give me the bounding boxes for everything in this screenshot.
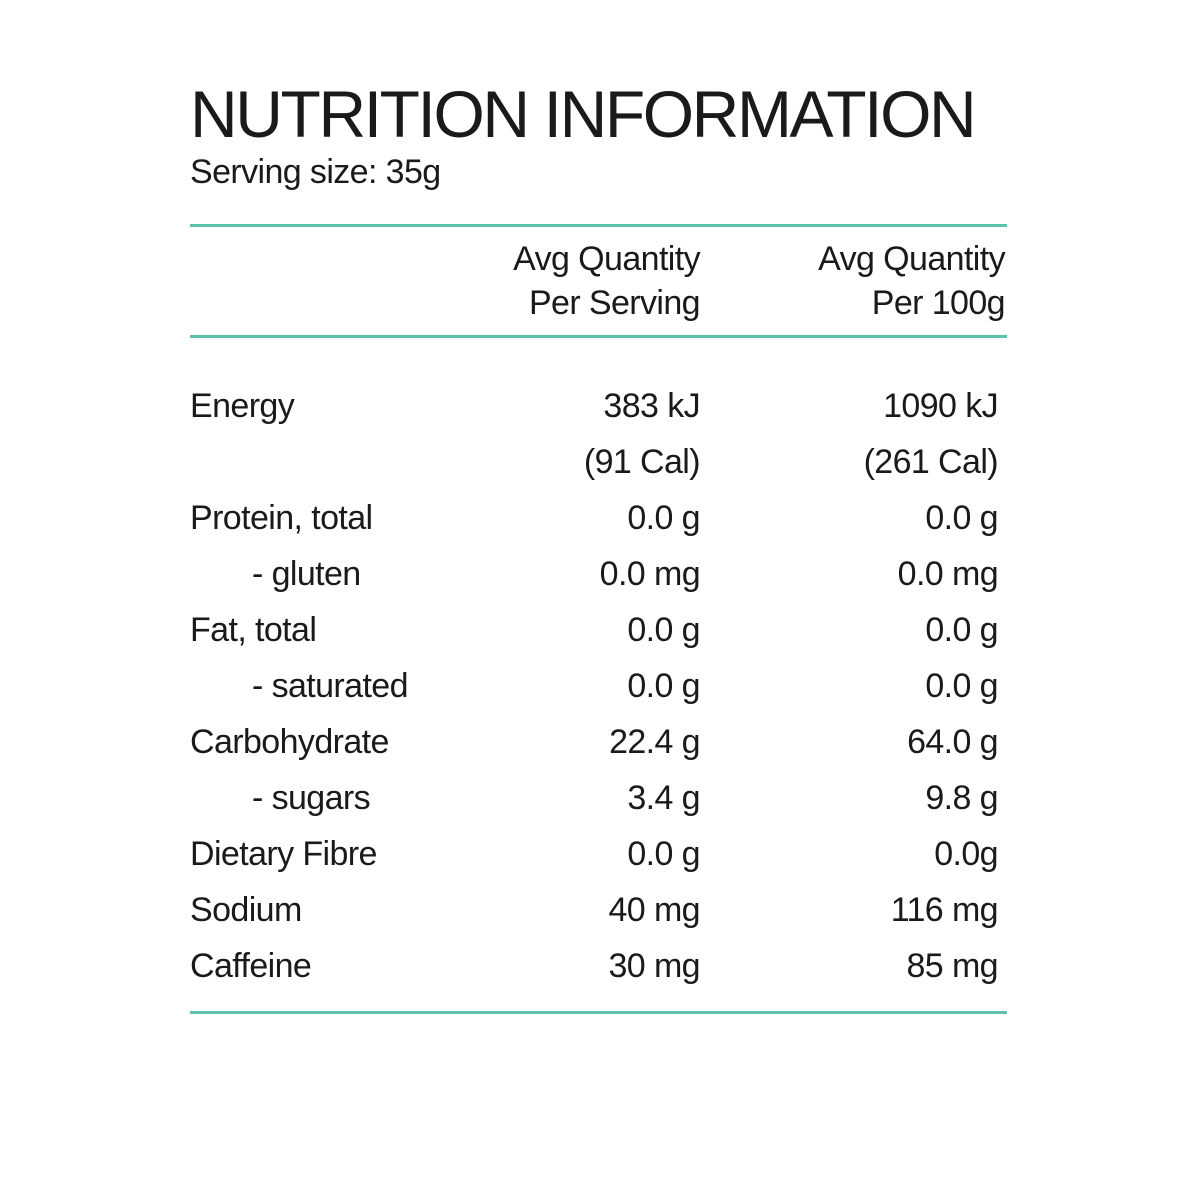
- per-serving-value: 0.0 mg: [599, 555, 701, 593]
- per-100g-value: 9.8 g: [925, 779, 998, 817]
- page-title: NUTRITION INFORMATION: [190, 77, 977, 151]
- per-100g-value: 0.0g: [934, 835, 998, 873]
- table-row: - gluten 0.0 mg 0.0 mg: [190, 546, 1007, 602]
- per-100g-value: (261 Cal): [863, 443, 999, 481]
- per-100g-value: 1090 kJ: [883, 387, 998, 425]
- per-100g-value: 0.0 g: [925, 611, 998, 649]
- header-bottom-rule: [190, 335, 1007, 338]
- nutrient-sublabel: - gluten: [252, 555, 361, 593]
- per-100g-value: 0.0 g: [925, 667, 998, 705]
- column-header-line: Per 100g: [871, 284, 1006, 322]
- nutrient-label: Energy: [190, 387, 295, 425]
- per-serving-value: 0.0 g: [627, 499, 700, 537]
- per-100g-value: 85 mg: [906, 947, 999, 985]
- table-row: Sodium 40 mg 116 mg: [190, 882, 1007, 938]
- column-header-per-100g: Avg Quantity Per 100g: [818, 237, 1005, 325]
- nutrient-label: Dietary Fibre: [190, 835, 377, 873]
- nutrient-sublabel: - saturated: [252, 667, 409, 705]
- nutrient-label: Carbohydrate: [190, 723, 389, 761]
- serving-size: Serving size: 35g: [190, 153, 441, 191]
- table-row: (91 Cal) (261 Cal): [190, 434, 1007, 490]
- per-100g-value: 0.0 g: [925, 499, 998, 537]
- per-serving-value: (91 Cal): [583, 443, 701, 481]
- per-100g-value: 64.0 g: [907, 723, 999, 761]
- table-header: Avg Quantity Per Serving Avg Quantity Pe…: [190, 227, 1007, 335]
- column-header-per-serving: Avg Quantity Per Serving: [513, 237, 700, 325]
- column-header-line: Avg Quantity: [818, 240, 1005, 278]
- table-row: Protein, total 0.0 g 0.0 g: [190, 490, 1007, 546]
- table-row: - sugars 3.4 g 9.8 g: [190, 770, 1007, 826]
- table-row: Caffeine 30 mg 85 mg: [190, 938, 1007, 994]
- per-serving-value: 0.0 g: [627, 667, 700, 705]
- nutrient-label: Caffeine: [190, 947, 312, 985]
- nutrition-panel: NUTRITION INFORMATION Serving size: 35g …: [190, 78, 1007, 994]
- nutrient-rows: Energy 383 kJ 1090 kJ (91 Cal) (261 Cal)…: [190, 378, 1007, 994]
- table-row: Fat, total 0.0 g 0.0 g: [190, 602, 1007, 658]
- nutrient-label: Fat, total: [190, 611, 317, 649]
- column-header-line: Avg Quantity: [513, 240, 700, 278]
- per-serving-value: 0.0 g: [627, 611, 700, 649]
- per-serving-value: 0.0 g: [627, 835, 700, 873]
- table-row: - saturated 0.0 g 0.0 g: [190, 658, 1007, 714]
- per-serving-value: 40 mg: [608, 891, 701, 929]
- per-serving-value: 3.4 g: [627, 779, 700, 817]
- table-row: Dietary Fibre 0.0 g 0.0g: [190, 826, 1007, 882]
- table-bottom-rule: [190, 1011, 1007, 1014]
- header-top-rule: [190, 224, 1007, 227]
- table-row: Energy 383 kJ 1090 kJ: [190, 378, 1007, 434]
- nutrient-sublabel: - sugars: [252, 779, 371, 817]
- table-row: Carbohydrate 22.4 g 64.0 g: [190, 714, 1007, 770]
- per-serving-value: 30 mg: [608, 947, 701, 985]
- nutrient-label: Sodium: [190, 891, 302, 929]
- per-serving-value: 22.4 g: [609, 723, 701, 761]
- per-100g-value: 116 mg: [890, 891, 999, 929]
- nutrient-label: Protein, total: [190, 499, 373, 537]
- per-serving-value: 383 kJ: [603, 387, 700, 425]
- column-header-line: Per Serving: [528, 284, 701, 322]
- per-100g-value: 0.0 mg: [897, 555, 999, 593]
